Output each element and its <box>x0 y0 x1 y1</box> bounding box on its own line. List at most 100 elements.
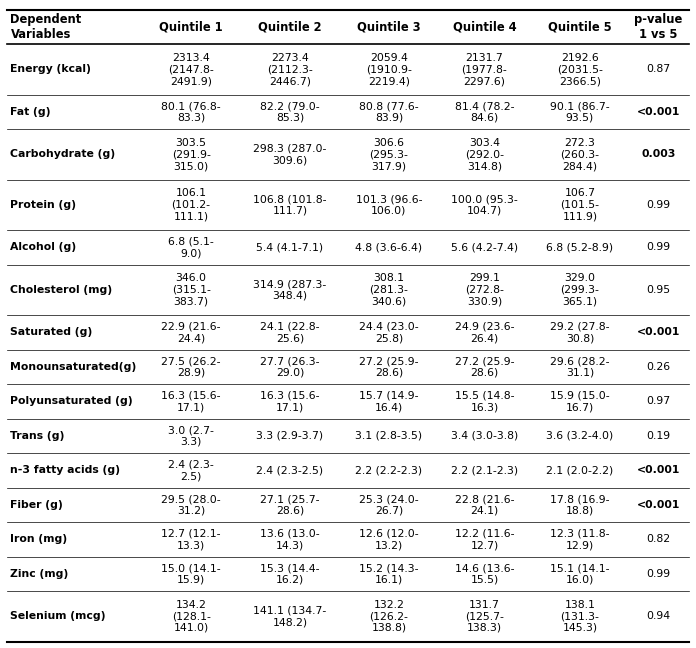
Text: Monounsaturated(g): Monounsaturated(g) <box>10 362 136 372</box>
Text: Trans (g): Trans (g) <box>10 431 65 441</box>
Text: 29.5 (28.0-
31.2): 29.5 (28.0- 31.2) <box>161 494 221 516</box>
Text: Protein (g): Protein (g) <box>10 200 77 210</box>
Text: 0.26: 0.26 <box>647 362 670 372</box>
Text: 3.6 (3.2-4.0): 3.6 (3.2-4.0) <box>546 431 614 441</box>
Text: 82.2 (79.0-
85.3): 82.2 (79.0- 85.3) <box>260 101 320 122</box>
Text: <0.001: <0.001 <box>637 327 680 338</box>
Text: 27.2 (25.9-
28.6): 27.2 (25.9- 28.6) <box>359 356 419 378</box>
Text: 0.003: 0.003 <box>641 150 676 159</box>
Text: 17.8 (16.9-
18.8): 17.8 (16.9- 18.8) <box>550 494 610 516</box>
Text: 2192.6
(2031.5-
2366.5): 2192.6 (2031.5- 2366.5) <box>557 53 603 86</box>
Text: <0.001: <0.001 <box>637 107 680 117</box>
Text: 272.3
(260.3-
284.4): 272.3 (260.3- 284.4) <box>560 138 599 171</box>
Text: 101.3 (96.6-
106.0): 101.3 (96.6- 106.0) <box>356 194 422 216</box>
Text: 12.3 (11.8-
12.9): 12.3 (11.8- 12.9) <box>550 529 610 550</box>
Text: 25.3 (24.0-
26.7): 25.3 (24.0- 26.7) <box>359 494 419 516</box>
Text: 14.6 (13.6-
15.5): 14.6 (13.6- 15.5) <box>454 563 514 584</box>
Text: 141.1 (134.7-
148.2): 141.1 (134.7- 148.2) <box>253 605 326 627</box>
Text: Energy (kcal): Energy (kcal) <box>10 64 91 75</box>
Text: 22.9 (21.6-
24.4): 22.9 (21.6- 24.4) <box>161 321 221 343</box>
Text: Quintile 1: Quintile 1 <box>159 21 223 34</box>
Text: 303.5
(291.9-
315.0): 303.5 (291.9- 315.0) <box>172 138 211 171</box>
Text: 303.4
(292.0-
314.8): 303.4 (292.0- 314.8) <box>465 138 504 171</box>
Text: 106.7
(101.5-
111.9): 106.7 (101.5- 111.9) <box>560 189 599 222</box>
Text: 15.3 (14.4-
16.2): 15.3 (14.4- 16.2) <box>260 563 319 584</box>
Text: Quintile 5: Quintile 5 <box>548 21 612 34</box>
Text: 24.9 (23.6-
26.4): 24.9 (23.6- 26.4) <box>454 321 514 343</box>
Text: Quintile 2: Quintile 2 <box>258 21 322 34</box>
Text: 27.2 (25.9-
28.6): 27.2 (25.9- 28.6) <box>454 356 514 378</box>
Text: 22.8 (21.6-
24.1): 22.8 (21.6- 24.1) <box>454 494 514 516</box>
Text: 138.1
(131.3-
145.3): 138.1 (131.3- 145.3) <box>560 599 599 633</box>
Text: 13.6 (13.0-
14.3): 13.6 (13.0- 14.3) <box>260 529 320 550</box>
Text: 106.8 (101.8-
111.7): 106.8 (101.8- 111.7) <box>253 194 327 216</box>
Text: 2.4 (2.3-
2.5): 2.4 (2.3- 2.5) <box>168 459 214 481</box>
Text: 3.4 (3.0-3.8): 3.4 (3.0-3.8) <box>451 431 518 441</box>
Text: 0.97: 0.97 <box>647 397 670 406</box>
Text: 16.3 (15.6-
17.1): 16.3 (15.6- 17.1) <box>260 391 319 412</box>
Text: 2059.4
(1910.9-
2219.4): 2059.4 (1910.9- 2219.4) <box>366 53 412 86</box>
Text: 0.99: 0.99 <box>647 569 670 579</box>
Text: <0.001: <0.001 <box>637 500 680 510</box>
Text: 100.0 (95.3-
104.7): 100.0 (95.3- 104.7) <box>451 194 518 216</box>
Text: 24.1 (22.8-
25.6): 24.1 (22.8- 25.6) <box>260 321 319 343</box>
Text: 134.2
(128.1-
141.0): 134.2 (128.1- 141.0) <box>172 599 211 633</box>
Text: Alcohol (g): Alcohol (g) <box>10 242 77 252</box>
Text: 15.0 (14.1-
15.9): 15.0 (14.1- 15.9) <box>161 563 221 584</box>
Text: 12.6 (12.0-
13.2): 12.6 (12.0- 13.2) <box>359 529 419 550</box>
Text: 0.82: 0.82 <box>647 535 670 544</box>
Text: 27.5 (26.2-
28.9): 27.5 (26.2- 28.9) <box>161 356 221 378</box>
Text: 2.4 (2.3-2.5): 2.4 (2.3-2.5) <box>256 465 324 475</box>
Text: 12.2 (11.6-
12.7): 12.2 (11.6- 12.7) <box>454 529 514 550</box>
Text: 4.8 (3.6-6.4): 4.8 (3.6-6.4) <box>356 242 422 252</box>
Text: 314.9 (287.3-
348.4): 314.9 (287.3- 348.4) <box>253 279 326 301</box>
Text: 15.2 (14.3-
16.1): 15.2 (14.3- 16.1) <box>359 563 419 584</box>
Text: 299.1
(272.8-
330.9): 299.1 (272.8- 330.9) <box>465 273 504 307</box>
Text: 132.2
(126.2-
138.8): 132.2 (126.2- 138.8) <box>370 599 409 633</box>
Text: 0.19: 0.19 <box>647 431 670 441</box>
Text: 24.4 (23.0-
25.8): 24.4 (23.0- 25.8) <box>359 321 419 343</box>
Text: Fat (g): Fat (g) <box>10 107 51 117</box>
Text: 5.6 (4.2-7.4): 5.6 (4.2-7.4) <box>451 242 518 252</box>
Text: 2131.7
(1977.8-
2297.6): 2131.7 (1977.8- 2297.6) <box>461 53 507 86</box>
Text: 15.5 (14.8-
16.3): 15.5 (14.8- 16.3) <box>454 391 514 412</box>
Text: p-value
1 vs 5: p-value 1 vs 5 <box>634 13 683 41</box>
Text: 80.8 (77.6-
83.9): 80.8 (77.6- 83.9) <box>359 101 419 122</box>
Text: 29.2 (27.8-
30.8): 29.2 (27.8- 30.8) <box>550 321 610 343</box>
Text: 27.1 (25.7-
28.6): 27.1 (25.7- 28.6) <box>260 494 319 516</box>
Text: 0.87: 0.87 <box>647 64 670 75</box>
Text: 2.2 (2.2-2.3): 2.2 (2.2-2.3) <box>356 465 422 475</box>
Text: 15.9 (15.0-
16.7): 15.9 (15.0- 16.7) <box>550 391 610 412</box>
Text: Dependent
Variables: Dependent Variables <box>10 13 81 41</box>
Text: Cholesterol (mg): Cholesterol (mg) <box>10 285 113 295</box>
Text: Quintile 4: Quintile 4 <box>452 21 516 34</box>
Text: 346.0
(315.1-
383.7): 346.0 (315.1- 383.7) <box>172 273 211 307</box>
Text: 6.8 (5.2-8.9): 6.8 (5.2-8.9) <box>546 242 613 252</box>
Text: 329.0
(299.3-
365.1): 329.0 (299.3- 365.1) <box>560 273 599 307</box>
Text: 3.1 (2.8-3.5): 3.1 (2.8-3.5) <box>356 431 422 441</box>
Text: n-3 fatty acids (g): n-3 fatty acids (g) <box>10 465 120 475</box>
Text: 0.99: 0.99 <box>647 242 670 252</box>
Text: Selenium (mcg): Selenium (mcg) <box>10 611 106 621</box>
Text: 5.4 (4.1-7.1): 5.4 (4.1-7.1) <box>256 242 324 252</box>
Text: 0.95: 0.95 <box>647 285 670 295</box>
Text: 15.1 (14.1-
16.0): 15.1 (14.1- 16.0) <box>550 563 610 584</box>
Text: 131.7
(125.7-
138.3): 131.7 (125.7- 138.3) <box>465 599 504 633</box>
Text: 106.1
(101.2-
111.1): 106.1 (101.2- 111.1) <box>172 189 211 222</box>
Text: 80.1 (76.8-
83.3): 80.1 (76.8- 83.3) <box>161 101 221 122</box>
Text: 2.1 (2.0-2.2): 2.1 (2.0-2.2) <box>546 465 614 475</box>
Text: 29.6 (28.2-
31.1): 29.6 (28.2- 31.1) <box>550 356 610 378</box>
Text: 0.99: 0.99 <box>647 200 670 210</box>
Text: 81.4 (78.2-
84.6): 81.4 (78.2- 84.6) <box>454 101 514 122</box>
Text: Polyunsaturated (g): Polyunsaturated (g) <box>10 397 133 406</box>
Text: 0.94: 0.94 <box>647 611 670 621</box>
Text: 16.3 (15.6-
17.1): 16.3 (15.6- 17.1) <box>161 391 221 412</box>
Text: 308.1
(281.3-
340.6): 308.1 (281.3- 340.6) <box>370 273 409 307</box>
Text: 27.7 (26.3-
29.0): 27.7 (26.3- 29.0) <box>260 356 319 378</box>
Text: 2273.4
(2112.3-
2446.7): 2273.4 (2112.3- 2446.7) <box>267 53 313 86</box>
Text: 2313.4
(2147.8-
2491.9): 2313.4 (2147.8- 2491.9) <box>168 53 214 86</box>
Text: 90.1 (86.7-
93.5): 90.1 (86.7- 93.5) <box>550 101 610 122</box>
Text: 15.7 (14.9-
16.4): 15.7 (14.9- 16.4) <box>359 391 419 412</box>
Text: Fiber (g): Fiber (g) <box>10 500 63 510</box>
Text: 2.2 (2.1-2.3): 2.2 (2.1-2.3) <box>451 465 518 475</box>
